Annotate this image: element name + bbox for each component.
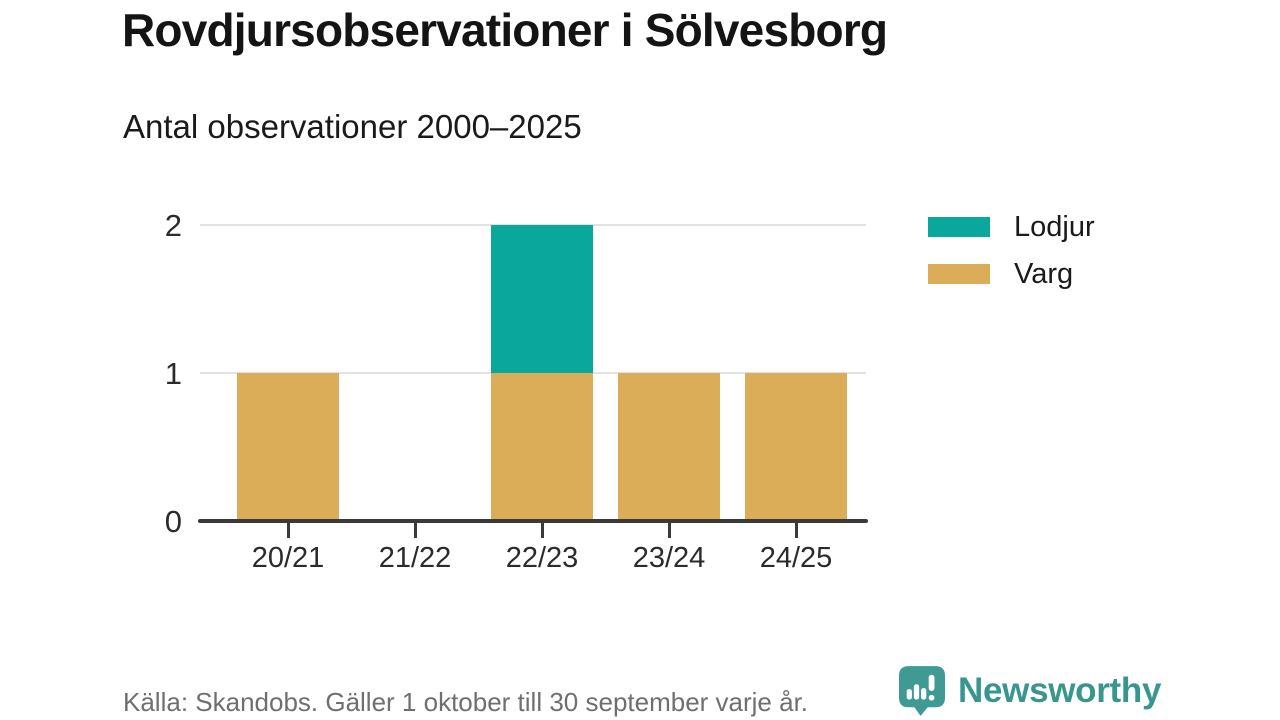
bar-lodjur-22-23 (491, 225, 593, 373)
x-axis-tick (414, 523, 417, 538)
bar-varg-23-24 (618, 373, 720, 521)
bar-varg-20-21 (237, 373, 339, 521)
source-note: Källa: Skandobs. Gäller 1 oktober till 3… (123, 687, 809, 717)
legend-item-lodjur: Lodjur (928, 211, 1095, 243)
chart-subtitle: Antal observationer 2000–2025 (123, 108, 582, 145)
newsworthy-logo: Newsworthy (899, 666, 1161, 716)
legend: Lodjur Varg (928, 211, 1095, 311)
x-axis-line (198, 519, 868, 523)
y-axis-tick-label: 1 (164, 356, 182, 391)
newsworthy-wordmark: Newsworthy (958, 671, 1162, 710)
legend-label-lodjur: Lodjur (1014, 210, 1095, 243)
x-axis-tick-label: 24/25 (759, 542, 833, 574)
legend-item-varg: Varg (928, 258, 1095, 290)
legend-label-varg: Varg (1014, 257, 1074, 290)
y-axis-tick-label: 0 (164, 504, 182, 539)
y-axis-tick-label: 2 (164, 208, 182, 243)
legend-swatch-lodjur (928, 217, 990, 237)
bar-varg-22-23 (491, 373, 593, 521)
legend-swatch-varg (928, 264, 990, 284)
x-axis-tick-label: 21/22 (378, 542, 452, 574)
x-axis-tick (668, 523, 671, 538)
x-axis-tick (287, 523, 290, 538)
bar-varg-24-25 (745, 373, 847, 521)
x-axis-tick-label: 23/24 (632, 542, 706, 574)
x-axis-tick-label: 20/21 (251, 542, 325, 574)
x-axis-tick (541, 523, 544, 538)
x-axis-tick-label: 22/23 (505, 542, 579, 574)
chart-title: Rovdjursobservationer i Sölvesborg (122, 4, 888, 56)
newsworthy-bubble-icon (899, 666, 945, 716)
x-axis-tick (795, 523, 798, 538)
